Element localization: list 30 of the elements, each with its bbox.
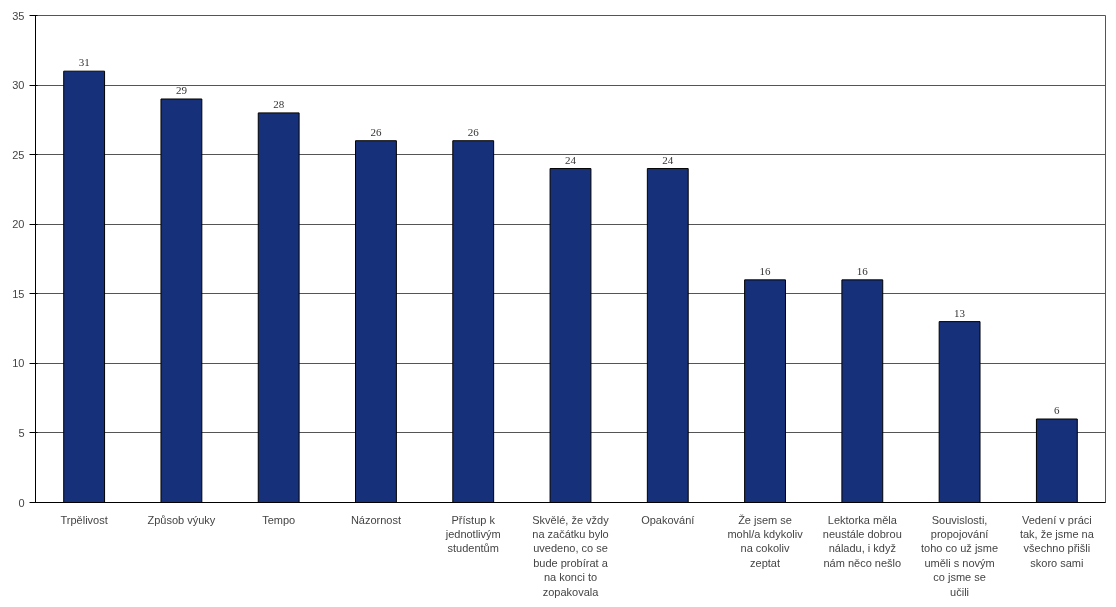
data-label: 16 bbox=[759, 264, 772, 277]
x-tick-label: Že jsem se mohl/a kdykoliv na cokoliv zeptat bbox=[727, 513, 804, 569]
y-tick-label: 10 bbox=[12, 357, 25, 370]
data-label: 6 bbox=[1054, 404, 1061, 417]
data-label: 13 bbox=[954, 306, 966, 319]
data-label: 24 bbox=[662, 153, 674, 166]
x-tick-label: Vedení v práci tak, že jsme na všechno přišli skoro sami bbox=[1019, 513, 1095, 569]
x-tick-label: Způsob výuky bbox=[147, 513, 216, 526]
x-tick-label: Skvělé, že vždy na začátku bylo uvedeno, co se bude probírat a na konci to zopakovala bbox=[532, 513, 610, 598]
data-label: 28 bbox=[273, 97, 285, 110]
x-tick-label: Přístup k jednotlivým studentům bbox=[444, 513, 501, 555]
data-label: 24 bbox=[565, 153, 577, 166]
y-tick-label: 20 bbox=[12, 218, 25, 231]
data-label: 16 bbox=[856, 264, 869, 277]
data-label: 26 bbox=[370, 125, 382, 138]
data-label: 26 bbox=[467, 125, 480, 138]
y-tick-label: 15 bbox=[12, 287, 25, 300]
y-tick-label: 0 bbox=[18, 496, 25, 509]
x-tick-label: Trpělivost bbox=[60, 513, 108, 526]
data-label: 29 bbox=[175, 83, 188, 96]
x-tick-label: Souvislosti, propojování toho co už jsme uměli s novým co jsme se učili bbox=[921, 513, 999, 598]
y-tick-label: 5 bbox=[18, 426, 25, 439]
x-tick-label: Tempo bbox=[262, 513, 296, 526]
y-tick-label: 30 bbox=[12, 79, 25, 92]
x-tick-label: Opakování bbox=[641, 513, 695, 526]
x-tick-label: Lektorka měla neustále dobrou náladu, i když nám něco nešlo bbox=[822, 513, 902, 569]
data-label: 31 bbox=[78, 56, 90, 69]
y-tick-label: 35 bbox=[12, 9, 25, 22]
x-tick-label: Názornost bbox=[350, 513, 402, 526]
y-tick-label: 25 bbox=[12, 148, 25, 161]
